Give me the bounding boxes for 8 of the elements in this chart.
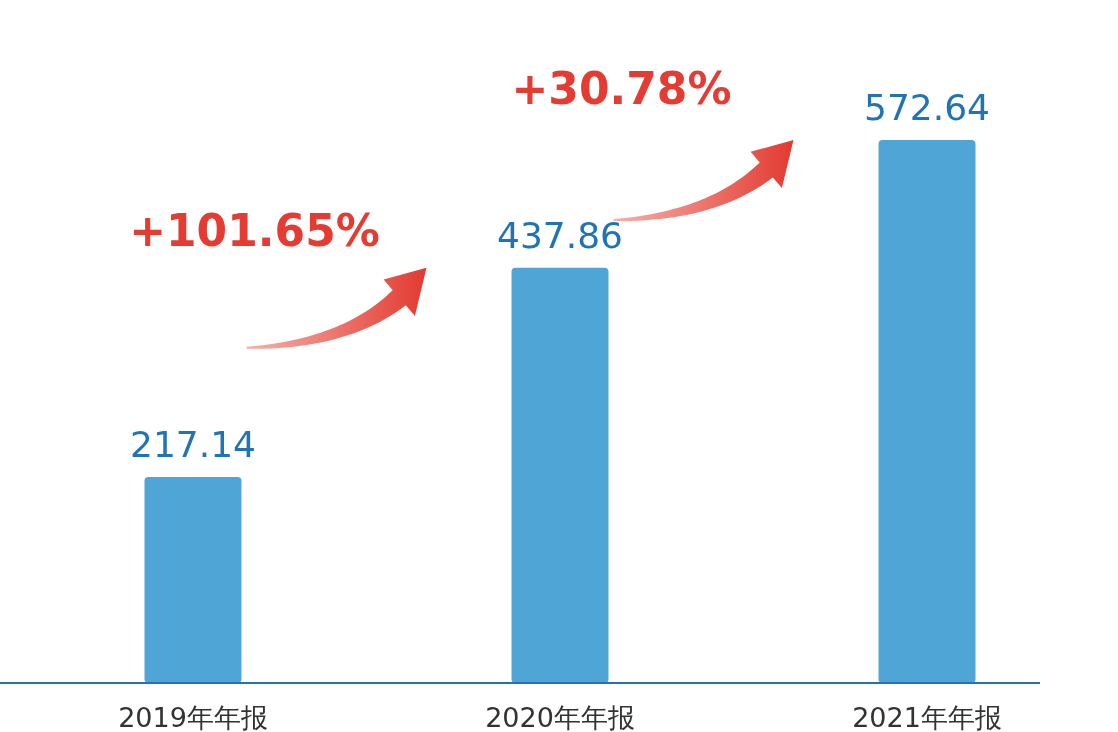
annotation: +101.65% — [129, 204, 380, 256]
x-tick-label: 2020年年报 — [485, 702, 635, 732]
data-label: 217.14 — [130, 424, 256, 466]
x-tick-label: 2019年年报 — [118, 702, 268, 732]
data-label: 572.64 — [864, 87, 990, 128]
text: +30.78% — [511, 63, 732, 114]
data-label: 437.86 — [497, 214, 623, 256]
x-tick-label: 2021年年报 — [852, 702, 1002, 732]
